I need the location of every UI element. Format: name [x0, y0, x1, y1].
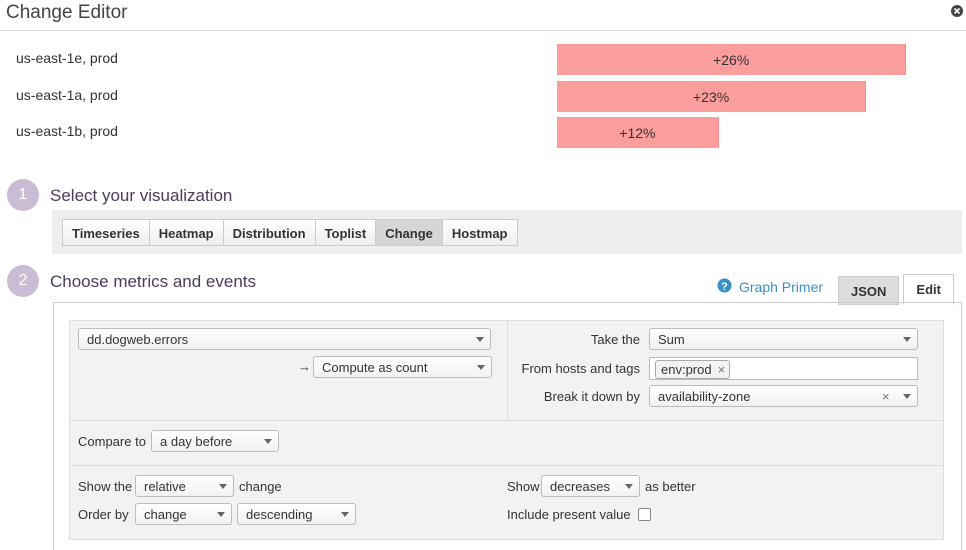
bar: +12%: [557, 117, 719, 148]
label: Compare to: [78, 434, 146, 449]
row-label: us-east-1b, prod: [16, 123, 118, 139]
help-icon[interactable]: ?: [717, 278, 732, 293]
label: Take the: [590, 332, 640, 347]
tag: env:prod ×: [655, 360, 731, 379]
visualization-tabs: Timeseries Heatmap Distribution Toplist Chan…: [62, 219, 518, 246]
checkbox[interactable]: [638, 508, 651, 521]
arrow: →: [298, 359, 311, 374]
row-label: us-east-1e, prod: [16, 50, 118, 66]
aggregation-select[interactable]: Sum: [649, 328, 918, 350]
tag-remove[interactable]: ×: [717, 362, 726, 377]
step-title: Select your visualization: [50, 186, 233, 205]
direction-select[interactable]: descending: [237, 503, 356, 525]
tag-text: env:prod: [661, 362, 712, 377]
close-button[interactable]: [950, 4, 964, 18]
label: Show: [507, 479, 540, 494]
visualization-tab[interactable]: Timeseries: [62, 219, 150, 246]
clear-icon[interactable]: ×: [882, 389, 890, 404]
bar-label: +23%: [692, 89, 730, 105]
bar-label: +12%: [619, 125, 656, 141]
visualization-tab[interactable]: Toplist: [314, 219, 377, 246]
bar: +26%: [557, 44, 907, 75]
label: Show the: [78, 479, 133, 494]
row-label: us-east-1a, prod: [16, 87, 118, 103]
compute-select[interactable]: Compute as count: [313, 356, 492, 378]
divider: [507, 320, 508, 420]
step-title: Choose metrics and events: [50, 272, 256, 291]
divider: [69, 465, 944, 466]
step-number: 2: [7, 265, 39, 297]
order-select[interactable]: change: [135, 503, 232, 525]
divider: [0, 30, 966, 31]
divider: [69, 420, 944, 421]
editor-tab[interactable]: Edit: [903, 274, 954, 305]
better-select[interactable]: decreases: [541, 475, 640, 497]
group-by-select[interactable]: availability-zone: [649, 385, 918, 407]
visualization-tab[interactable]: Change: [375, 219, 443, 246]
metric-select[interactable]: dd.dogweb.errors: [78, 328, 491, 350]
label: Order by: [78, 507, 129, 522]
label: change: [239, 479, 282, 494]
editor-panel: [53, 302, 962, 550]
bar-label: +26%: [713, 52, 750, 68]
visualization-tab[interactable]: Hostmap: [441, 219, 518, 246]
visualization-tab[interactable]: Heatmap: [148, 219, 224, 246]
svg-text:?: ?: [721, 281, 728, 293]
bar: +23%: [557, 81, 867, 112]
dialog-title: Change Editor: [6, 2, 128, 23]
visualization-tab[interactable]: Distribution: [222, 219, 316, 246]
editor-tabs: JSON Edit: [838, 274, 954, 305]
help-link[interactable]: Graph Primer: [739, 279, 824, 295]
label: From hosts and tags: [521, 361, 641, 376]
label: Break it down by: [543, 389, 640, 404]
label: Include present value: [507, 507, 631, 522]
tags: env:prod ×: [655, 360, 731, 379]
step-number: 1: [7, 179, 39, 211]
label: as better: [645, 479, 696, 494]
compare-select[interactable]: a day before: [151, 430, 279, 452]
show-select[interactable]: relative: [135, 475, 234, 497]
editor-tab[interactable]: JSON: [838, 276, 900, 305]
